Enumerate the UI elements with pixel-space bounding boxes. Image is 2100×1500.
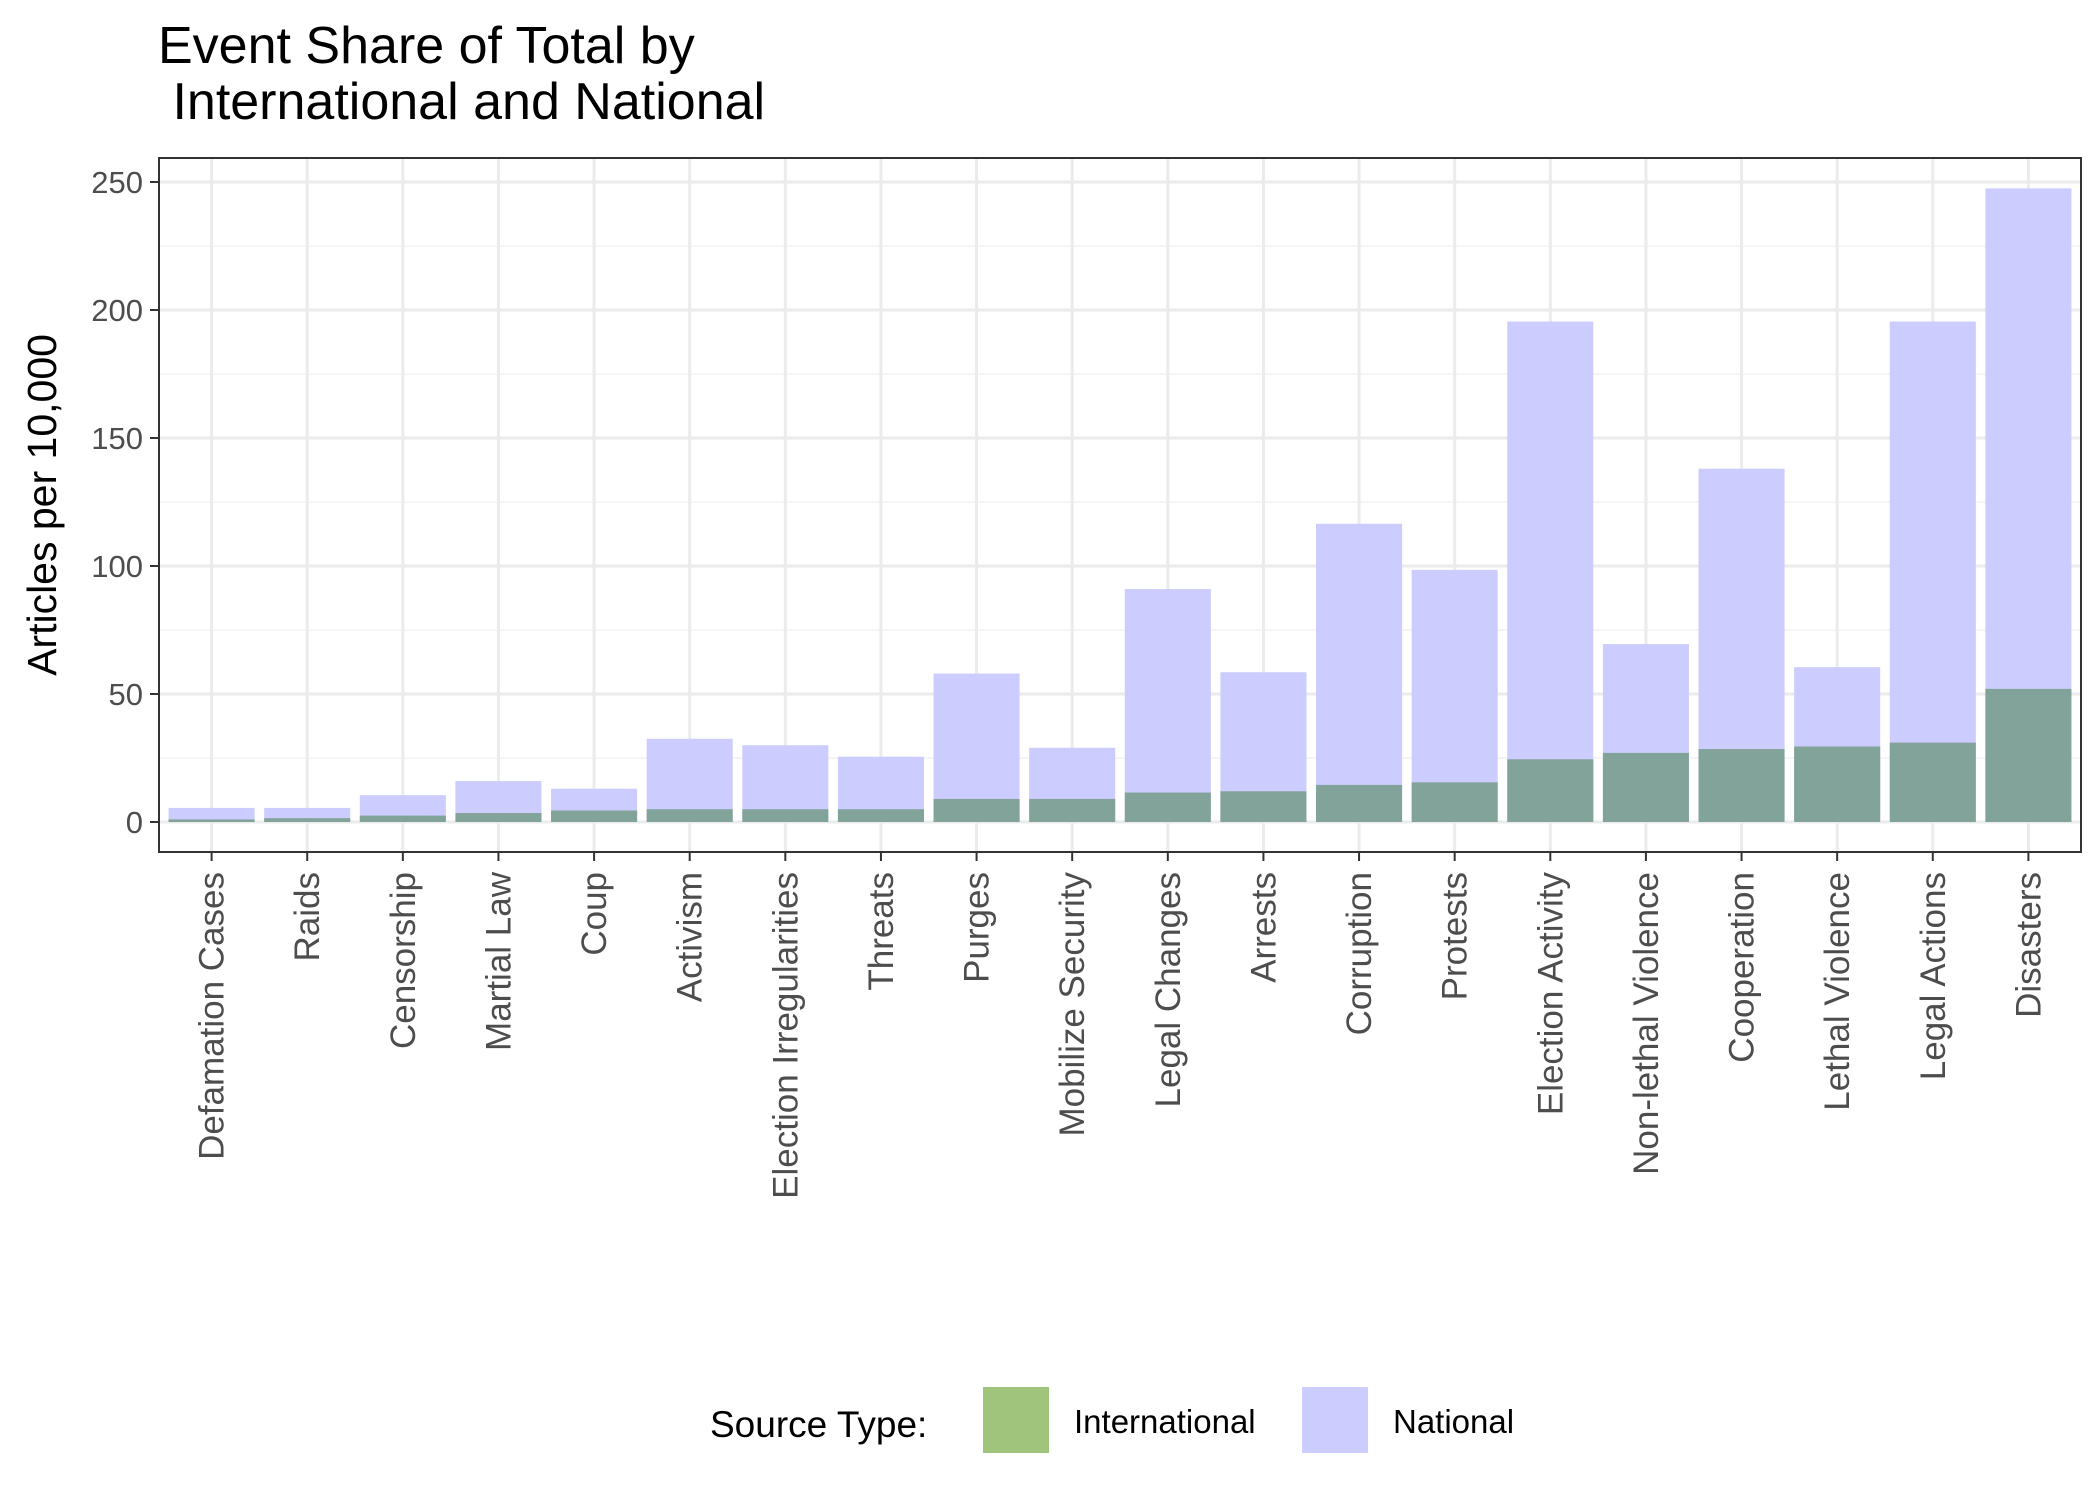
axes: 0 50 100 150 200 250 Defamation Cases Raids Cens… (91, 165, 2048, 1199)
bars (168, 188, 2072, 822)
bar-international-16 (1698, 749, 1785, 822)
x-tick-label: Cooperation (1723, 872, 1762, 1063)
bar-national-13 (1411, 569, 1498, 822)
y-tick-label: 100 (91, 549, 143, 584)
bar-national-8 (933, 673, 1020, 822)
bar-international-19 (1985, 688, 2072, 822)
bar-international-9 (1029, 798, 1116, 822)
bar-international-8 (933, 798, 1020, 822)
x-tick-label: Activism (671, 872, 710, 1002)
bar-international-7 (837, 809, 924, 822)
bar-international-15 (1602, 752, 1689, 822)
x-tick-label: Arrests (1244, 872, 1283, 983)
x-tick-label: Defamation Cases (193, 872, 232, 1160)
bar-international-12 (1316, 784, 1403, 822)
x-tick-label: Election Irregularities (766, 872, 805, 1199)
bar-national-10 (1124, 589, 1211, 822)
x-tick-label: Martial Law (479, 871, 518, 1051)
y-axis-label: Articles per 10,000 (19, 334, 65, 676)
x-tick-label: Protests (1436, 872, 1475, 1000)
plot-background (159, 158, 2081, 852)
legend-key-international (983, 1387, 1049, 1453)
legend-title: Source Type: (710, 1404, 927, 1445)
x-tick-label: Disasters (2009, 872, 2048, 1018)
panel-border (158, 157, 2082, 853)
y-tick-label: 50 (109, 677, 143, 712)
bar-international-1 (264, 818, 351, 822)
bar-international-13 (1411, 782, 1498, 822)
bar-international-5 (646, 809, 733, 822)
bar-national-5 (646, 738, 733, 822)
grid-lines (159, 158, 2081, 852)
bar-international-11 (1220, 791, 1307, 822)
y-tick-label: 0 (126, 805, 143, 840)
y-tick-label: 250 (91, 165, 143, 200)
bar-national-0 (168, 807, 255, 822)
x-tick-label: Raids (288, 872, 327, 961)
chart-title: Event Share of Total by International an… (158, 17, 766, 131)
bar-international-2 (359, 815, 446, 822)
bar-international-3 (455, 813, 542, 822)
bar-international-6 (742, 809, 829, 822)
y-tick-label: 150 (91, 421, 143, 456)
x-tick-label: Mobilize Security (1053, 872, 1092, 1137)
x-tick-label: Corruption (1340, 872, 1379, 1035)
bar-international-0 (168, 819, 255, 822)
y-tick-label: 200 (91, 293, 143, 328)
x-tick-label: Non-lethal Violence (1627, 872, 1666, 1175)
x-tick-label: Lethal Violence (1818, 872, 1857, 1111)
bar-international-14 (1507, 759, 1594, 822)
legend-key-national (1302, 1387, 1368, 1453)
legend-label-international: International (1074, 1403, 1256, 1440)
bar-international-10 (1124, 792, 1211, 822)
x-tick-label: Legal Changes (1149, 872, 1188, 1107)
bar-international-17 (1794, 746, 1881, 822)
x-tick-label: Censorship (384, 872, 423, 1049)
legend-label-national: National (1393, 1403, 1514, 1440)
legend: Source Type: International National (710, 1387, 1514, 1453)
x-tick-label: Legal Actions (1914, 872, 1953, 1080)
bar-national-12 (1316, 523, 1403, 822)
bar-international-4 (551, 810, 638, 822)
x-tick-label: Purges (958, 872, 997, 983)
x-tick-label: Election Activity (1531, 872, 1570, 1116)
bar-international-18 (1889, 742, 1976, 822)
x-tick-label: Coup (575, 872, 614, 956)
bar-national-14 (1507, 321, 1594, 822)
bar-national-18 (1889, 321, 1976, 822)
x-tick-label: Threats (862, 872, 901, 991)
